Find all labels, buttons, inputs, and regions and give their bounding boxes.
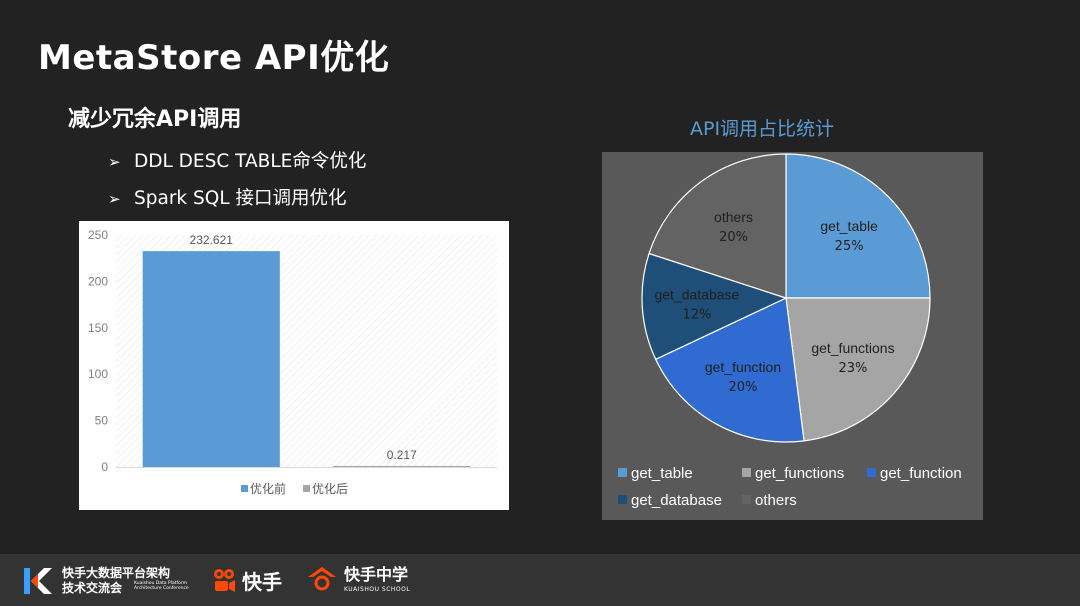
y-tick-label: 200: [88, 274, 108, 288]
pie-slice-percent: 20%: [719, 230, 748, 245]
school-logo-icon: [308, 567, 336, 591]
footer: 快手大数据平台架构 技术交流会 Kuaishou Data Platform A…: [0, 554, 1080, 606]
kuaishou-logo-icon: [214, 568, 235, 592]
bullet-item: ➢ DDL DESC TABLE命令优化: [108, 143, 366, 180]
pie-slice-label: get_database: [654, 287, 739, 303]
school-english-name: KUAISHOU SCHOOL: [344, 585, 411, 593]
brand-name: 快手: [242, 570, 282, 594]
pie-slice-get_database: [641, 252, 788, 361]
legend-label: 优化后: [312, 482, 348, 496]
kuaishou-brand: 快手: [212, 566, 282, 595]
pie-chart-svg: get_table 25% get_functions 23% get_function…: [618, 153, 962, 509]
pie-legend-swatch: [867, 468, 876, 477]
slide-subtitle: 减少冗余API调用: [68, 107, 242, 132]
pie-chart: get_table 25% get_functions 23% get_function…: [602, 152, 983, 520]
y-tick-label: 100: [88, 367, 108, 381]
legend-label: 优化前: [250, 481, 286, 496]
pie-slice-percent: 23%: [839, 361, 868, 376]
legend-swatch: [303, 485, 310, 492]
bar-优化前: [142, 251, 280, 467]
bullet-list: ➢ DDL DESC TABLE命令优化 ➢ Spark SQL 接口调用优化: [108, 143, 366, 217]
bullet-text: Spark SQL 接口调用优化: [134, 187, 347, 209]
pie-legend-swatch: [742, 495, 751, 504]
pie-legend-label: others: [755, 492, 797, 509]
pie-slice-label: get_function: [705, 359, 781, 375]
conference-name-line2: 技术交流会: [62, 581, 123, 595]
pie-legend-label: get_database: [631, 492, 722, 509]
pie-slice-get_table: [785, 153, 931, 299]
pie-legend-label: get_table: [631, 465, 693, 482]
bar-data-label: 232.621: [190, 233, 234, 247]
pie-legend-swatch: [618, 495, 627, 504]
y-tick-label: 150: [88, 321, 108, 335]
pie-legend-label: get_functions: [755, 465, 844, 482]
bar-chart: 0 50 100 150 200 250 232.621 0.217 优化前 优化后: [79, 221, 509, 510]
y-tick-label: 0: [101, 460, 108, 474]
school-name: 快手中学: [344, 564, 409, 584]
y-tick-label: 250: [88, 228, 108, 242]
conference-logo: 快手大数据平台架构 技术交流会 Kuaishou Data Platform A…: [22, 564, 189, 598]
conference-name-line1: 快手大数据平台架构: [62, 566, 171, 580]
pie-slice-percent: 20%: [729, 380, 758, 395]
bar-优化后: [333, 466, 471, 467]
pie-slice-percent: 25%: [835, 239, 864, 254]
bar-chart-svg: 0 50 100 150 200 250 232.621 0.217 优化前 优化后: [88, 228, 497, 496]
pie-legend-swatch: [742, 468, 751, 477]
pie-chart-title: API调用占比统计: [690, 118, 835, 140]
pie-slice-get_function: [654, 297, 805, 443]
pie-slice-label: get_table: [820, 218, 878, 234]
slide-title: MetaStore API优化: [38, 38, 390, 78]
pie-legend-label: get_function: [880, 465, 962, 482]
bullet-item: ➢ Spark SQL 接口调用优化: [108, 180, 366, 217]
bullet-text: DDL DESC TABLE命令优化: [134, 150, 367, 172]
y-tick-label: 50: [95, 414, 109, 428]
pie-slice-label: others: [714, 209, 753, 225]
kd-logo-icon: [24, 568, 52, 594]
arrow-bullet-icon: ➢: [108, 189, 121, 208]
arrow-bullet-icon: ➢: [108, 152, 121, 171]
legend-swatch: [241, 485, 248, 492]
bar-data-label: 0.217: [387, 448, 417, 462]
pie-legend-swatch: [618, 468, 627, 477]
conference-english-name: Kuaishou Data Platform Architecture Conf…: [134, 581, 189, 591]
pie-slice-label: get_functions: [811, 340, 894, 356]
pie-slice-others: [648, 153, 787, 299]
pie-slice-get_functions: [785, 297, 931, 442]
pie-slice-percent: 12%: [682, 308, 711, 323]
kuaishou-school: 快手中学 KUAISHOU SCHOOL: [306, 564, 410, 594]
